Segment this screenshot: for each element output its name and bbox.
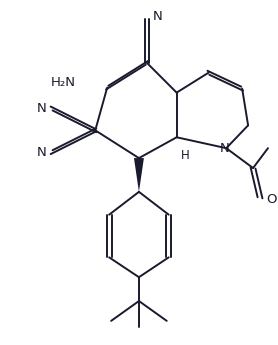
- Text: N: N: [37, 146, 47, 159]
- Text: N: N: [219, 142, 229, 155]
- Text: N: N: [153, 10, 163, 23]
- Polygon shape: [134, 158, 144, 192]
- Text: H₂N: H₂N: [50, 76, 75, 89]
- Text: O: O: [266, 193, 276, 206]
- Text: N: N: [37, 102, 47, 115]
- Text: H: H: [181, 149, 189, 162]
